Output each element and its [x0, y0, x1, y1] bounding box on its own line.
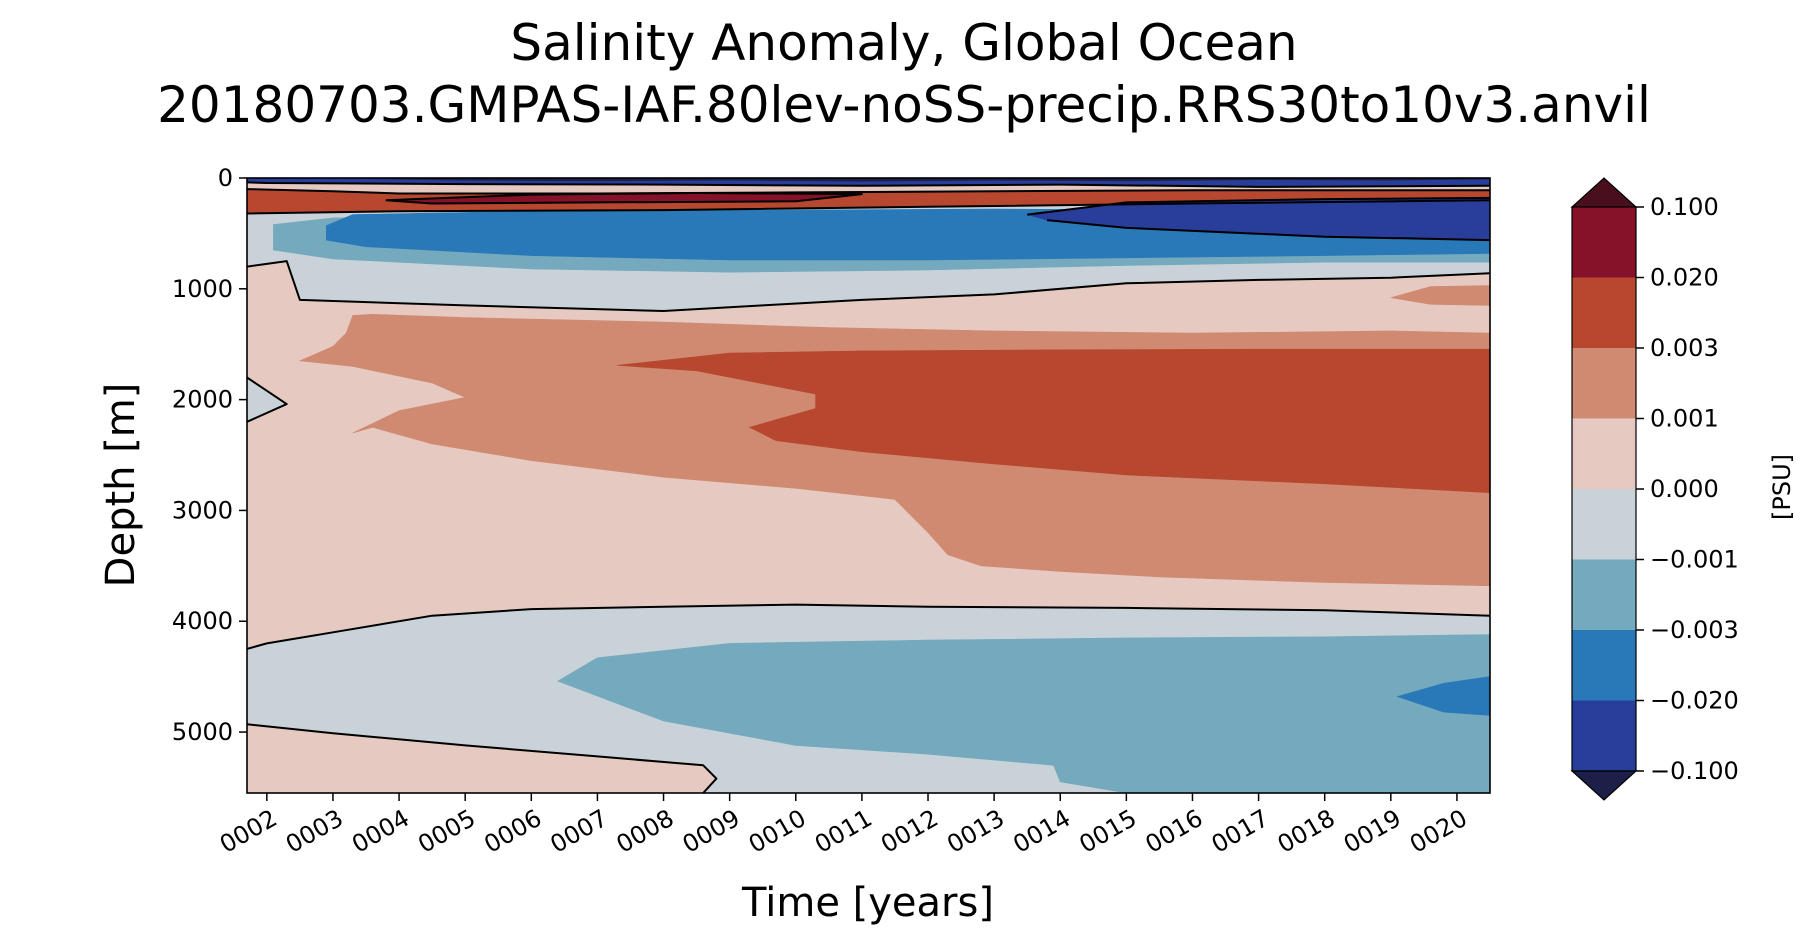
x-tick-label: 0005: [413, 804, 480, 859]
colorbar-tick-label: 0.003: [1650, 334, 1719, 362]
contour-line-9: [247, 181, 1490, 188]
colorbar-band: [1572, 630, 1636, 701]
chart-subtitle: 20180703.GMPAS-IAF.80lev-noSS-precip.RRS…: [157, 76, 1651, 134]
y-axis-label: Depth [m]: [98, 383, 144, 588]
chart-title: Salinity Anomaly, Global Ocean: [510, 14, 1297, 72]
contour-region-13: [1396, 676, 1490, 716]
colorbar-band: [1572, 489, 1636, 560]
colorbar-tick-label: 0.001: [1650, 405, 1719, 433]
plot-area: [246, 177, 1491, 794]
y-tick-label: 4000: [172, 607, 233, 635]
y-tick-label: 2000: [172, 386, 233, 414]
contour-region-3: [1390, 285, 1490, 306]
y-tick-label: 0: [218, 164, 233, 192]
colorbar: 0.100 0.020 0.003 0.001 0.000 −0.001 −0.003 −0.…: [1570, 177, 1739, 801]
y-tick-label: 1000: [172, 275, 233, 303]
contour-line-3: [247, 376, 288, 423]
x-tick-label: 0019: [1339, 804, 1406, 859]
colorbar-band: [1572, 207, 1636, 278]
x-tick-label: 0015: [1074, 804, 1141, 859]
y-axis: 0 1000 2000 3000 4000 5000: [172, 164, 247, 746]
contour-line-8: [1046, 219, 1490, 242]
x-tick-label: 0016: [1141, 804, 1208, 859]
x-tick-label: 0007: [546, 804, 613, 859]
x-axis: 0002 0003 0004 0005 0006 0007 0008 0009 0010 0011…: [215, 793, 1472, 859]
x-tick-label: 0012: [876, 804, 943, 859]
colorbar-tick-label: −0.001: [1650, 546, 1739, 574]
colorbar-band: [1572, 277, 1636, 349]
x-tick-label: 0008: [612, 804, 679, 859]
x-tick-label: 0014: [1008, 804, 1075, 859]
y-tick-label: 3000: [172, 496, 233, 524]
contour-line-1: [247, 603, 1490, 650]
colorbar-tick-label: 0.000: [1650, 475, 1719, 503]
contour-line-7: [1027, 196, 1490, 216]
x-tick-label: 0013: [942, 804, 1009, 859]
contour-fill-layer: [247, 178, 1490, 793]
contour-region-16: [365, 178, 1490, 182]
contour-region-4: [617, 348, 1490, 494]
contour-line-2: [247, 723, 718, 793]
y-tick-label: 5000: [172, 718, 233, 746]
contour-line-6: [385, 192, 863, 205]
contour-region-11: [557, 634, 1490, 793]
x-tick-label: 0004: [347, 804, 414, 859]
colorbar-band: [1572, 559, 1636, 631]
x-axis-label: Time [years]: [741, 880, 994, 926]
contour-line-4: [247, 199, 1490, 215]
colorbar-tick-label: −0.100: [1650, 757, 1739, 785]
x-tick-label: 0006: [479, 804, 546, 859]
colorbar-tick-label: −0.003: [1650, 616, 1739, 644]
colorbar-tick-label: 0.100: [1650, 193, 1719, 221]
colorbar-label: [PSU]: [1768, 454, 1796, 520]
colorbar-tick-label: 0.020: [1650, 264, 1719, 292]
x-tick-label: 0009: [678, 804, 745, 859]
colorbar-extend-max: [1570, 177, 1638, 208]
x-tick-label: 0003: [281, 804, 348, 859]
x-tick-label: 0011: [810, 804, 877, 859]
colorbar-tick-label: −0.020: [1650, 687, 1739, 715]
colorbar-band: [1572, 700, 1636, 772]
x-tick-label: 0020: [1405, 804, 1472, 859]
contour-line-0: [247, 260, 1490, 312]
colorbar-band: [1572, 348, 1636, 419]
x-tick-label: 0017: [1207, 804, 1274, 859]
x-tick-label: 0018: [1273, 804, 1340, 859]
colorbar-band: [1572, 418, 1636, 490]
plot-frame: [246, 177, 1491, 794]
contour-line-layer: [247, 181, 1490, 793]
x-tick-label: 0002: [215, 804, 282, 859]
x-tick-label: 0010: [744, 804, 811, 859]
colorbar-extend-min: [1570, 770, 1638, 801]
